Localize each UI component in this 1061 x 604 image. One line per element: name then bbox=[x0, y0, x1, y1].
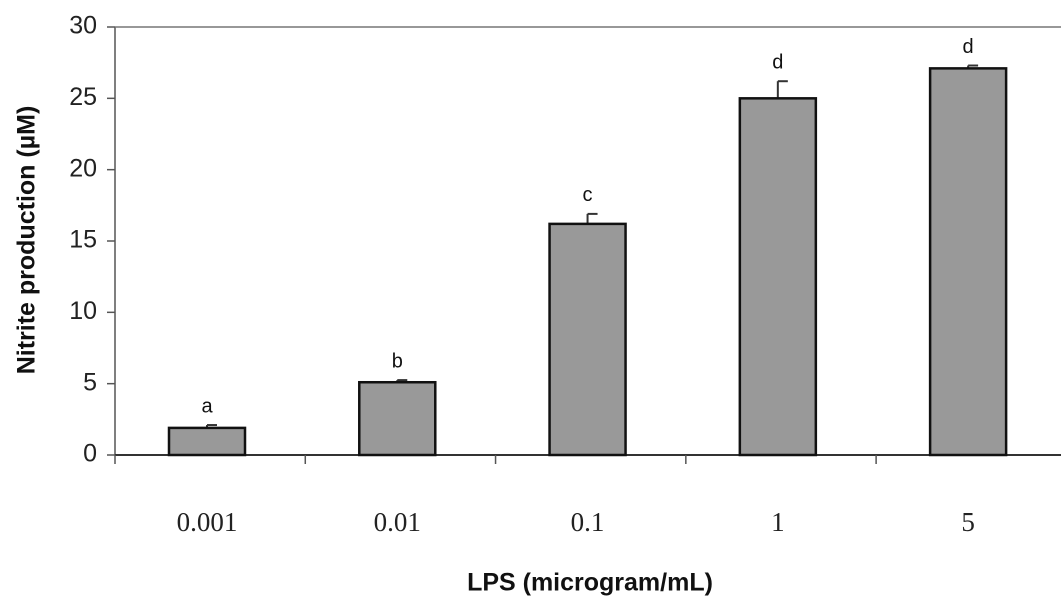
bar-annotation: a bbox=[201, 395, 213, 417]
bar-annotation: b bbox=[392, 350, 403, 372]
y-axis-title: Nitrite production (µM) bbox=[13, 106, 41, 375]
x-axis-title: LPS (microgram/mL) bbox=[467, 569, 713, 597]
bar-annotation: d bbox=[772, 51, 783, 73]
y-tick-label: 5 bbox=[83, 368, 97, 396]
y-tick-label: 25 bbox=[69, 83, 97, 111]
y-tick-label: 0 bbox=[83, 440, 97, 468]
x-tick-label: 1 bbox=[771, 507, 785, 537]
bar bbox=[167, 426, 247, 457]
y-tick-label: 30 bbox=[69, 12, 97, 40]
bar bbox=[928, 67, 1008, 457]
bar bbox=[738, 97, 818, 457]
y-tick-label: 15 bbox=[69, 226, 97, 254]
x-tick-label: 0.1 bbox=[571, 507, 605, 537]
y-tick-label: 10 bbox=[69, 297, 97, 325]
bar-annotation: d bbox=[963, 36, 974, 58]
x-tick-label: 0.01 bbox=[374, 507, 421, 537]
bar-annotation: c bbox=[583, 184, 593, 206]
y-tick-label: 20 bbox=[69, 154, 97, 182]
bar bbox=[358, 380, 437, 457]
x-tick-label: 0.001 bbox=[177, 507, 238, 537]
bar bbox=[548, 222, 627, 457]
x-tick-label: 5 bbox=[961, 507, 975, 537]
